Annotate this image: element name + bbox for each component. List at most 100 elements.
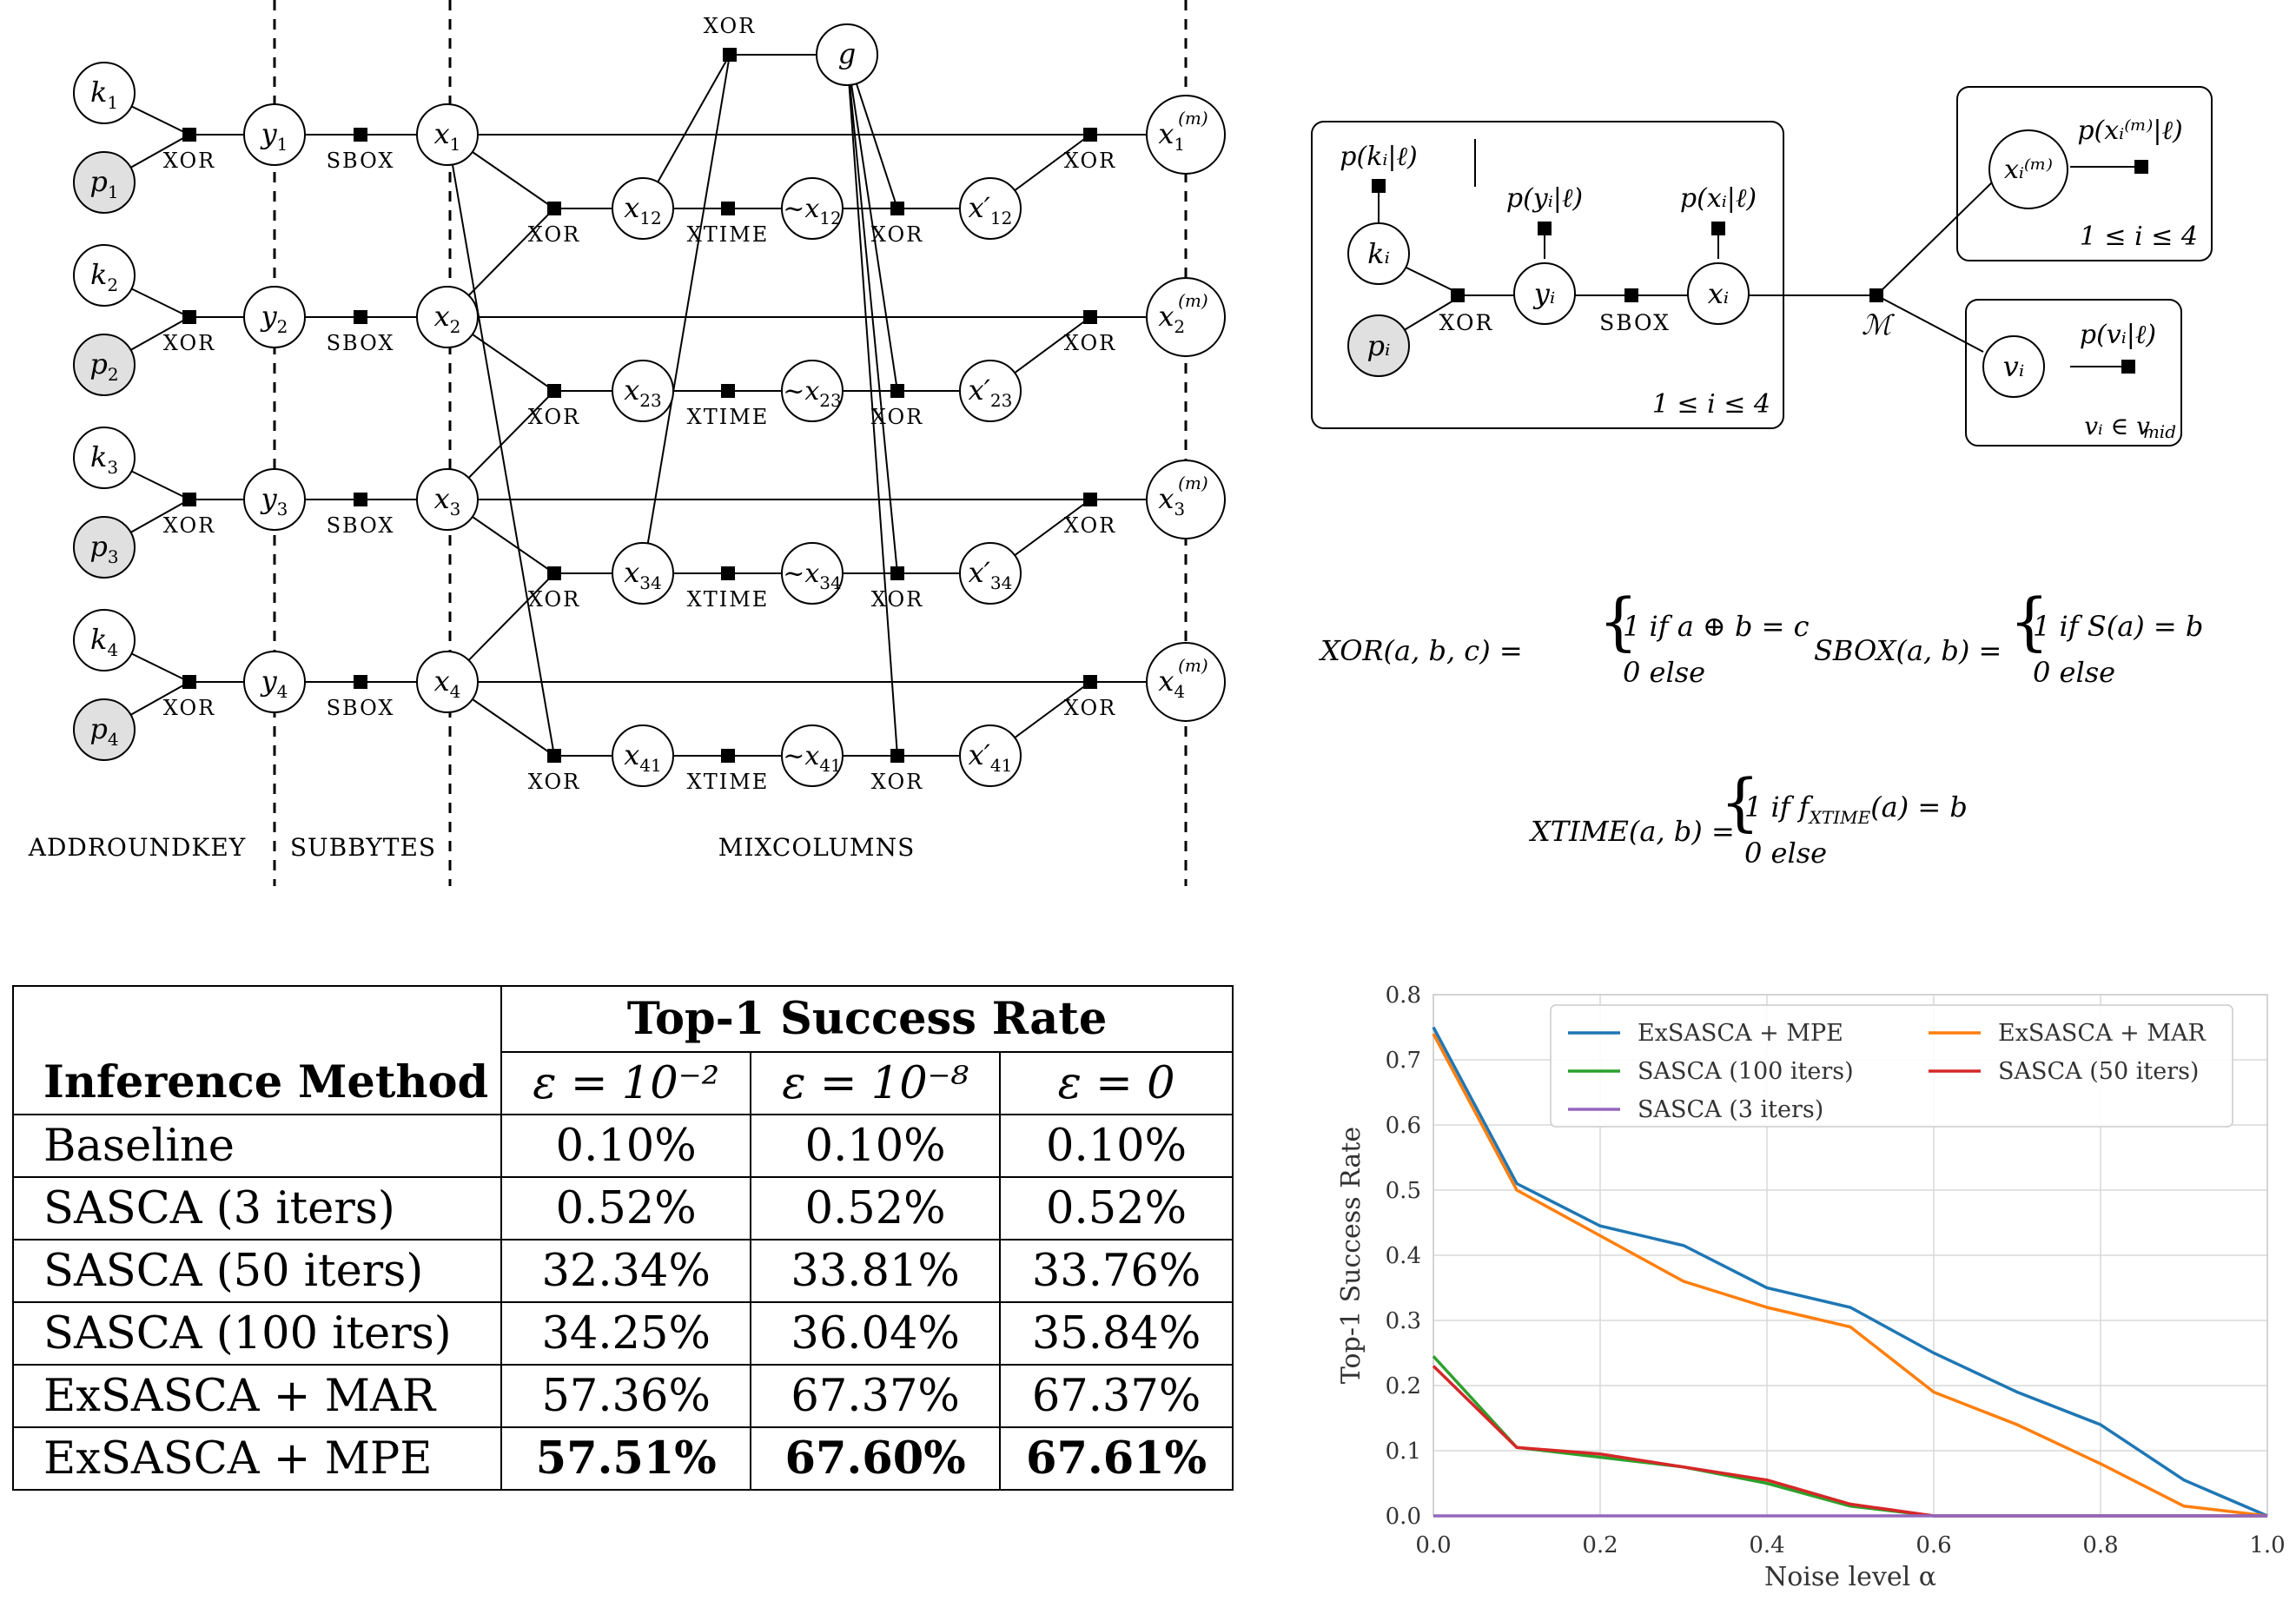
xor-factor	[182, 310, 196, 324]
xtime-label: XTIME	[687, 222, 770, 247]
node-p	[1347, 314, 1410, 377]
def-xtime-case1: 1 if fXTIME(a) = b	[1744, 791, 1968, 828]
eps-header-2: ε = 10⁻⁸	[750, 1051, 1002, 1115]
node-p-label: p3	[89, 530, 118, 567]
node-x	[1687, 262, 1750, 325]
node-k-label: kᵢ	[1367, 237, 1390, 270]
node-x-tilde-label: ~x12	[783, 194, 842, 228]
node-k-label: k3	[90, 440, 118, 478]
out-xor-factor	[1083, 128, 1097, 142]
node-x-pair	[612, 177, 674, 240]
prob-k-label: p(kᵢ|ℓ)	[1340, 142, 1417, 172]
node-x-prime	[959, 542, 1022, 605]
stage-addroundkey-label: ADDROUNDKEY	[28, 833, 247, 862]
row-method: SASCA (50 iters)	[11, 1239, 503, 1303]
row-method: SASCA (3 iters)	[11, 1176, 503, 1240]
node-x-out-label: x1(m)	[1158, 108, 1208, 155]
x-tick-label: 0.6	[1916, 1532, 1951, 1558]
chart-svg: 0.0 0.1 0.2 0.3 0.4 0.5 0.6 0.7 0.8 0.0 0.2 0.4 0.6 0…	[1336, 982, 2286, 1592]
xtime-factor	[721, 749, 735, 763]
y-tick-label: 0.3	[1386, 1308, 1421, 1334]
def-xor-case1: 1 if a ⊕ b = c	[1623, 610, 1810, 643]
factor-graph-svg: XOR g k1 p1 XOR y1 SBOX x1 XOR x12 XTIME ~x12 XOR x′1…	[28, 0, 1226, 886]
group-header: Top-1 Success Rate	[500, 985, 1234, 1053]
out-xor-factor	[1083, 675, 1097, 689]
top-xor-factor	[723, 48, 737, 62]
xtime-factor	[721, 202, 735, 215]
xtime-label: XTIME	[687, 587, 770, 612]
row-value: 0.52%	[999, 1176, 1234, 1240]
xtime-factor	[721, 566, 735, 580]
node-x-prime-label: x′12	[969, 191, 1013, 228]
xor-label: XOR	[528, 587, 580, 612]
y-tick-label: 0.0	[1386, 1504, 1421, 1530]
node-k-label: k4	[90, 623, 118, 660]
node-v-label: vᵢ	[2003, 350, 2025, 383]
top-xor-label: XOR	[704, 14, 756, 38]
row-value: 0.10%	[750, 1114, 1002, 1178]
xor-label: XOR	[528, 222, 580, 247]
out-xor-factor	[1083, 493, 1097, 506]
xor-label: XOR	[1439, 310, 1494, 335]
node-x-prime	[959, 360, 1022, 422]
node-g-label: g	[838, 37, 856, 70]
xtime-label: XTIME	[687, 770, 770, 794]
row-value: 57.36%	[500, 1364, 752, 1428]
row-value: 35.84%	[999, 1301, 1234, 1366]
row-value: 34.25%	[500, 1301, 752, 1366]
node-x-label: x3	[434, 482, 461, 519]
node-y-label: y3	[260, 482, 288, 519]
sbox-factor	[354, 493, 367, 506]
row-method: Baseline	[11, 1114, 503, 1178]
plate-main	[1311, 121, 1784, 429]
series-line-1	[1432, 1033, 2268, 1518]
x-tick-label: 0.4	[1749, 1532, 1784, 1558]
sbox-label: SBOX	[327, 513, 395, 538]
out-xor-factor	[1083, 310, 1097, 324]
xor-factor	[1451, 288, 1465, 302]
prob-v-label: p(vᵢ|ℓ)	[2080, 320, 2156, 350]
x-tick-label: 0.0	[1415, 1532, 1451, 1558]
prob-y-label: p(yᵢ|ℓ)	[1506, 183, 1583, 214]
plate-output	[1956, 86, 2213, 261]
xor-label: XOR	[1064, 149, 1116, 173]
sbox-factor	[1624, 288, 1638, 302]
xor-factor	[182, 675, 196, 689]
node-x-prime	[959, 177, 1022, 240]
node-x-prime-label: x′23	[969, 374, 1013, 411]
xor-label: XOR	[871, 770, 923, 794]
legend-box	[1550, 1004, 2233, 1128]
node-x-tilde	[781, 177, 844, 240]
node-x-pair-label: x41	[624, 738, 662, 776]
node-y-label: y1	[260, 117, 288, 155]
plate-model-svg: kᵢ pᵢ yᵢ xᵢ xᵢ⁽ᵐ⁾ vᵢ ℳ p(kᵢ|ℓ) p(yᵢ|ℓ) p…	[1311, 86, 2213, 870]
x-tick-label: 0.8	[2082, 1532, 2118, 1558]
x-tick-label: 0.2	[1582, 1532, 1618, 1558]
def-sbox-lhs: SBOX(a, b) =	[1814, 634, 2002, 667]
node-x-out	[1146, 95, 1226, 175]
node-x-tilde-label: ~x23	[783, 376, 842, 411]
def-xtime-lhs: XTIME(a, b) =	[1528, 815, 1735, 848]
node-x-pair-label: x34	[624, 556, 662, 593]
table-row: ExSASCA + MAR 57.36% 67.37% 67.37%	[11, 1364, 1234, 1428]
xor-label: XOR	[1064, 331, 1116, 355]
def-sbox-case1: 1 if S(a) = b	[2033, 610, 2203, 643]
row-value: 33.81%	[750, 1239, 1002, 1303]
sbox-label: SBOX	[1599, 310, 1671, 335]
node-x-label: x4	[434, 665, 461, 702]
node-v	[1982, 335, 2045, 398]
node-x-label: x1	[434, 117, 461, 155]
m-factor	[1869, 288, 1883, 302]
xor-factor	[182, 128, 196, 142]
node-x-pair	[612, 724, 674, 787]
node-x-out	[1146, 642, 1226, 722]
results-table: Inference Method Top-1 Success Rate ε = …	[11, 985, 1234, 1491]
row-value: 0.52%	[500, 1176, 752, 1240]
xtime-label: XTIME	[687, 405, 770, 429]
xor-factor	[182, 493, 196, 506]
post-xor-factor	[890, 384, 904, 398]
node-x-tilde-label: ~x41	[783, 741, 842, 776]
xor-label: XOR	[871, 222, 923, 247]
node-x-label: xᵢ	[1708, 277, 1729, 310]
row-value: 36.04%	[750, 1301, 1002, 1366]
